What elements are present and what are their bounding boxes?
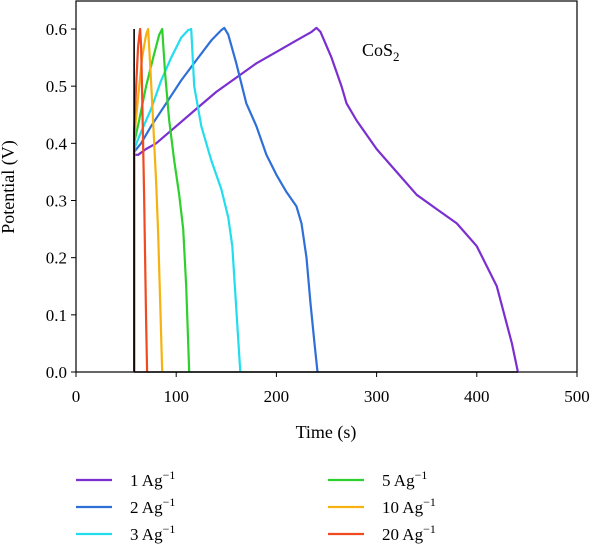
plot-frame [75,0,578,373]
chart-annotation: CoS2 [362,40,400,64]
legend: 1 Ag−1 2 Ag−1 3 Ag−1 5 Ag−1 10 Ag−1 20 Ag−1 [76,468,436,544]
series-layer [133,26,519,373]
x-tick-label: 300 [364,387,390,406]
y-tick-label: 0.1 [46,306,67,325]
series-line-6 [133,27,149,373]
y-axis: 0.0 0.1 0.2 0.3 0.4 0.5 0.6 [46,20,76,382]
legend-label-2: 2 Ag−1 [130,495,175,517]
legend-label-5: 10 Ag−1 [382,495,436,517]
legend-label-3: 3 Ag−1 [130,522,175,544]
x-axis: 0 100 200 300 400 500 [72,372,590,406]
series-line-1 [133,26,519,373]
y-axis-label: Potential (V) [0,140,19,233]
y-tick-label: 0.4 [46,134,68,153]
series-line-2 [133,26,319,373]
legend-label-4: 5 Ag−1 [382,468,427,490]
y-tick-label: 0.2 [46,249,67,268]
series-line-3 [133,27,242,373]
x-axis-label: Time (s) [296,422,357,443]
x-tick-label: 0 [72,387,81,406]
legend-label-6: 20 Ag−1 [382,522,436,544]
series-line-4 [133,27,191,373]
y-tick-label: 0.0 [46,363,67,382]
y-tick-label: 0.5 [46,77,67,96]
x-tick-label: 500 [564,387,590,406]
y-tick-label: 0.6 [46,20,67,39]
series-line-5 [133,27,164,373]
x-tick-label: 200 [264,387,290,406]
legend-label-1: 1 Ag−1 [130,468,175,490]
x-tick-label: 400 [464,387,490,406]
x-tick-label: 100 [163,387,189,406]
y-tick-label: 0.3 [46,192,67,211]
